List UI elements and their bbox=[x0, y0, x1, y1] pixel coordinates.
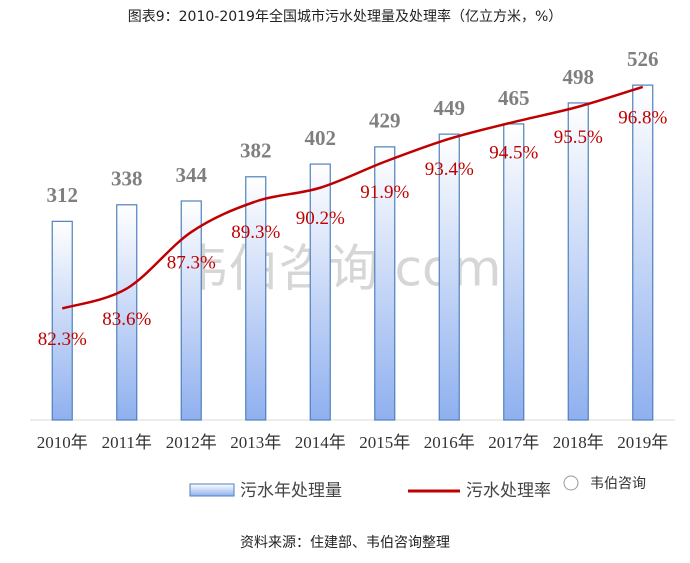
legend-swatch bbox=[189, 483, 235, 497]
data-label: 94.5% bbox=[489, 142, 538, 163]
x-tick-label: 2011年 bbox=[102, 433, 152, 452]
data-label: 91.9% bbox=[360, 182, 409, 203]
chart-title: 图表9：2010-2019年全国城市污水处理量及处理率（亿立方米，%） bbox=[128, 8, 563, 25]
legend: 污水年处理量 污水处理率 bbox=[189, 481, 551, 501]
data-label: 449 bbox=[434, 96, 466, 120]
x-tick-label: 2010年 bbox=[37, 433, 88, 452]
bar bbox=[567, 102, 589, 421]
data-label: 82.3% bbox=[38, 329, 87, 350]
data-label: 312 bbox=[47, 183, 79, 207]
x-tick-label: 2017年 bbox=[488, 433, 539, 452]
data-label: 96.8% bbox=[618, 107, 667, 128]
bar bbox=[503, 123, 525, 421]
line bbox=[61, 85, 644, 310]
bar bbox=[116, 204, 138, 421]
data-label: 83.6% bbox=[102, 309, 151, 330]
x-tick-label: 2018年 bbox=[553, 433, 604, 452]
legend-label: 污水处理率 bbox=[466, 481, 551, 501]
data-label: 344 bbox=[176, 163, 208, 187]
bar bbox=[309, 163, 331, 421]
data-label: 87.3% bbox=[167, 252, 216, 273]
data-label: 526 bbox=[627, 47, 659, 71]
data-label: 382 bbox=[240, 139, 272, 163]
bar bbox=[374, 146, 396, 421]
data-label: 465 bbox=[498, 86, 530, 110]
data-label: 429 bbox=[369, 109, 401, 133]
logo: 韦伯咨询 bbox=[590, 476, 646, 492]
bar bbox=[245, 176, 267, 421]
bar bbox=[438, 133, 460, 421]
x-tick-label: 2013年 bbox=[230, 433, 281, 452]
data-label: 95.5% bbox=[554, 127, 603, 148]
x-tick-label: 2019年 bbox=[617, 433, 668, 452]
logo-icon bbox=[563, 475, 579, 491]
bar bbox=[180, 200, 202, 421]
data-label: 498 bbox=[563, 65, 595, 89]
data-label: 93.4% bbox=[425, 159, 474, 180]
legend-label: 污水年处理量 bbox=[240, 481, 342, 501]
x-tick-label: 2016年 bbox=[424, 433, 475, 452]
source: 资料来源：住建部、韦伯咨询整理 bbox=[240, 535, 450, 551]
data-label: 90.2% bbox=[296, 208, 345, 229]
x-tick-label: 2015年 bbox=[359, 433, 410, 452]
data-label: 402 bbox=[305, 126, 337, 150]
bar bbox=[51, 220, 73, 421]
bar bbox=[632, 84, 654, 421]
x-tick-label: 2014年 bbox=[295, 433, 346, 452]
data-label: 338 bbox=[111, 167, 143, 191]
data-label: 89.3% bbox=[231, 222, 280, 243]
x-tick-label: 2012年 bbox=[166, 433, 217, 452]
